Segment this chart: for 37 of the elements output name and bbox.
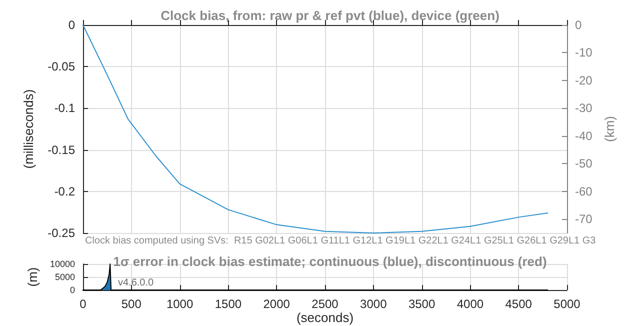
x-tick-label: 1000 xyxy=(166,297,194,311)
y-tick-label: -0.05 xyxy=(48,60,76,74)
y2-tick-label: -70 xyxy=(575,212,593,226)
y2-tick-label: -20 xyxy=(575,73,593,88)
y-tick-label: 10000 xyxy=(50,259,75,269)
x-tick-label: 2500 xyxy=(312,297,339,311)
y2-axis-title: (km) xyxy=(602,116,618,142)
y2-tick-label: -50 xyxy=(575,156,593,171)
y2-tick-label: -10 xyxy=(575,46,593,60)
y-tick-label: 5000 xyxy=(54,272,75,282)
x-tick-label: 3500 xyxy=(408,297,436,311)
y2-tick-label: -40 xyxy=(575,128,593,143)
x-tick-label: 4500 xyxy=(505,297,532,311)
y-tick-label: -0.1 xyxy=(54,101,76,116)
x-tick-label: 1500 xyxy=(214,297,242,311)
x-tick-label: 5000 xyxy=(554,297,581,311)
y2-tick-label: -60 xyxy=(575,184,593,198)
y-tick-label: -0.15 xyxy=(48,142,76,157)
line-series xyxy=(82,24,548,234)
chart-title: 1σ error in clock bias estimate; continuous (blue), discontinuous (red) xyxy=(113,254,547,269)
x-tick-label: 2000 xyxy=(263,297,290,311)
y-tick-label: -0.25 xyxy=(48,226,76,240)
x-axis-title: (seconds) xyxy=(296,310,354,325)
chart-title: Clock bias, from: raw pr & ref pvt (blue), device (green) xyxy=(160,8,500,23)
x-tick-label: 3000 xyxy=(360,297,388,311)
y2-tick-label: 0 xyxy=(575,18,582,32)
y-axis-title: (m) xyxy=(25,267,40,287)
annotation: v4.6.0.0 xyxy=(118,278,154,288)
x-tick-label: 500 xyxy=(121,297,142,311)
x-tick-label: 4000 xyxy=(456,297,484,311)
text: Clock bias computed using SVs: R15 G02L1 G06L1 G11L1 G12L1 G19L1 G22L1 G24L1 G25L1 G26L1 G29L1 G3 xyxy=(85,236,596,246)
y2-tick-label: -30 xyxy=(575,101,593,116)
y-tick-label: -0.2 xyxy=(54,184,76,198)
y-tick-label: 0 xyxy=(70,285,75,295)
y-tick-label: 0 xyxy=(68,18,76,32)
y-axis-title: (milliseconds) xyxy=(21,89,36,169)
x-tick-label: 0 xyxy=(80,297,87,311)
